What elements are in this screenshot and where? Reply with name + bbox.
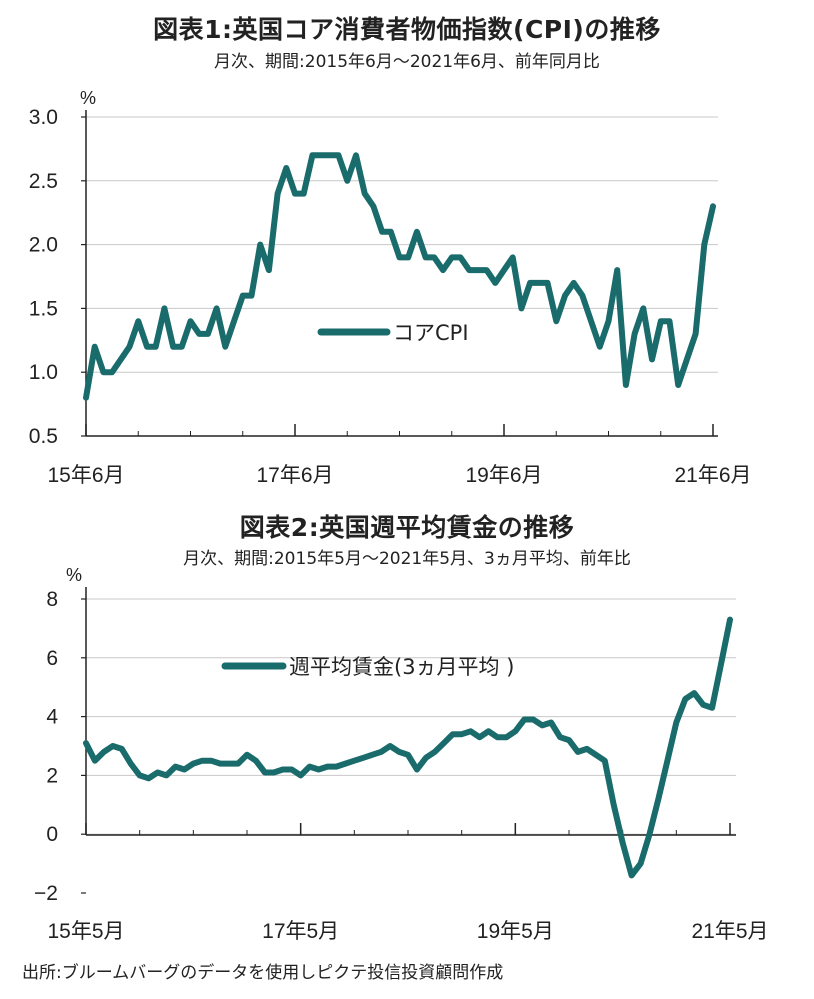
y-tick-label: 0 [46, 823, 58, 846]
y-tick-label: 4 [46, 706, 58, 729]
y-tick-label: 2.5 [29, 170, 58, 193]
x-tick-label: 15年6月 [47, 464, 124, 487]
series-line [83, 616, 733, 879]
chart2-plot: 8 6 4 2 0 −2% 15年5月 17年5月 19年5月 21年5月 週平均賃金(3ヵ月平均… [34, 565, 768, 943]
chart2-subtitle: 月次、期間:2015年5月〜2021年5月、3ヵ月平均、前年比 [183, 549, 631, 569]
chart1-title: 図表1:英国コア消費者物価指数(CPI)の推移 [153, 15, 661, 44]
x-tick-label: 19年5月 [477, 920, 554, 943]
y-tick-label: 8 [46, 588, 58, 611]
x-tick-label: 15年5月 [47, 920, 124, 943]
y-tick-label: 6 [46, 647, 58, 670]
y-tick-label: 2 [46, 764, 58, 787]
y-tick-label: 1.5 [29, 297, 58, 320]
x-tick-label: 17年5月 [262, 920, 339, 943]
chart2-title: 図表2:英国週平均賃金の推移 [239, 513, 575, 542]
y-tick-label: 2.0 [29, 234, 58, 257]
unit-label: % [66, 565, 82, 585]
y-tick-label: 3.0 [29, 106, 58, 129]
unit-label: % [80, 88, 96, 108]
x-tick-label: 17年6月 [256, 464, 333, 487]
x-tick-label: 19年6月 [465, 464, 542, 487]
legend-label: 週平均賃金(3ヵ月平均 ) [289, 655, 514, 679]
y-tick-label: 1.0 [29, 361, 58, 384]
y-tick-label: 0.5 [29, 425, 58, 448]
x-tick-label: 21年6月 [674, 464, 751, 487]
x-tick-label: 21年5月 [691, 920, 768, 943]
y-tick-label: −2 [34, 882, 58, 905]
chart1-subtitle: 月次、期間:2015年6月〜2021年6月、前年同月比 [214, 52, 600, 72]
series-line [83, 152, 716, 401]
legend-label: コアCPI [393, 321, 469, 345]
chart1-plot: 3.02.52.01.51.00.5%15年6月 17年6月 19年6月 21年6月 … [29, 88, 752, 487]
source-note: 出所:ブルームバーグのデータを使用しピクテ投信投資顧問作成 [22, 963, 504, 983]
